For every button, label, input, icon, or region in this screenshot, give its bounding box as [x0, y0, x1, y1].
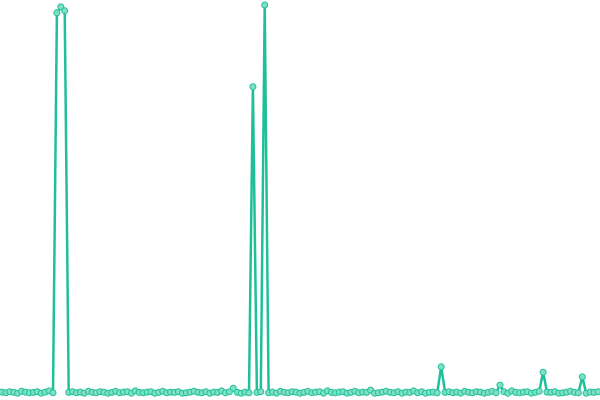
data-point	[594, 388, 600, 396]
data-point	[496, 381, 504, 389]
data-point	[574, 389, 582, 397]
data-point	[433, 389, 441, 397]
data-point	[245, 389, 253, 397]
data-point	[249, 83, 257, 91]
data-point	[257, 388, 265, 396]
data-point	[492, 389, 500, 397]
data-point	[53, 9, 61, 17]
data-point	[261, 1, 269, 9]
data-point	[535, 387, 543, 395]
series-line-group	[1, 3, 599, 395]
data-point	[539, 368, 547, 376]
series-line	[1, 3, 599, 395]
data-point	[49, 389, 57, 397]
data-point	[229, 384, 237, 392]
data-point	[578, 373, 586, 381]
data-point	[61, 7, 69, 15]
data-point	[437, 363, 445, 371]
